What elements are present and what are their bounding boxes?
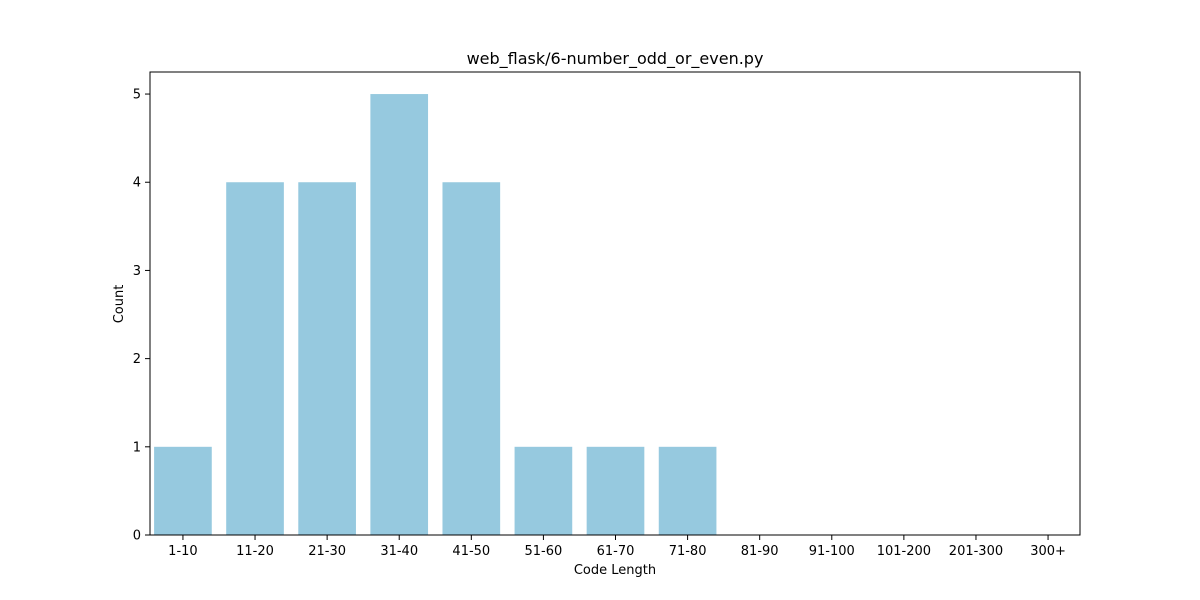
x-tick-label: 81-90 (741, 544, 779, 559)
x-tick-label: 71-80 (669, 544, 707, 559)
x-tick-label: 21-30 (308, 544, 346, 559)
y-axis: 0 1 2 3 4 5 (133, 88, 150, 544)
x-tick-label: 1-10 (168, 544, 198, 559)
bar-1-10 (154, 446, 212, 535)
y-tick-label: 3 (133, 264, 141, 279)
x-tick-label: 11-20 (236, 544, 274, 559)
bars-group (154, 94, 717, 536)
y-tick-label: 1 (133, 440, 141, 455)
x-tick-label: 61-70 (597, 544, 635, 559)
y-tick-label: 0 (133, 529, 141, 544)
x-tick-label: 101-200 (877, 544, 931, 559)
bar-21-30 (298, 182, 356, 536)
bar-41-50 (442, 182, 501, 536)
y-axis-label: Count (112, 285, 127, 324)
x-axis: 1-10 11-20 21-30 31-40 41-50 51-60 61-70 71-80 8… (168, 535, 1066, 559)
x-axis-label: Code Length (574, 563, 656, 578)
y-tick-label: 5 (133, 88, 141, 103)
bar-11-20 (226, 182, 284, 536)
y-tick-label: 2 (133, 352, 141, 367)
bar-31-40 (370, 94, 429, 536)
bar-51-60 (514, 446, 573, 535)
x-tick-label: 51-60 (525, 544, 563, 559)
y-tick-label: 4 (133, 176, 141, 191)
bar-71-80 (658, 446, 717, 535)
x-tick-label: 201-300 (949, 544, 1003, 559)
x-tick-label: 31-40 (380, 544, 418, 559)
chart-title: web_flask/6-number_odd_or_even.py (467, 49, 764, 69)
x-tick-label: 91-100 (809, 544, 855, 559)
x-tick-label: 300+ (1030, 544, 1066, 559)
x-tick-label: 41-50 (452, 544, 490, 559)
bar-61-70 (586, 446, 645, 535)
